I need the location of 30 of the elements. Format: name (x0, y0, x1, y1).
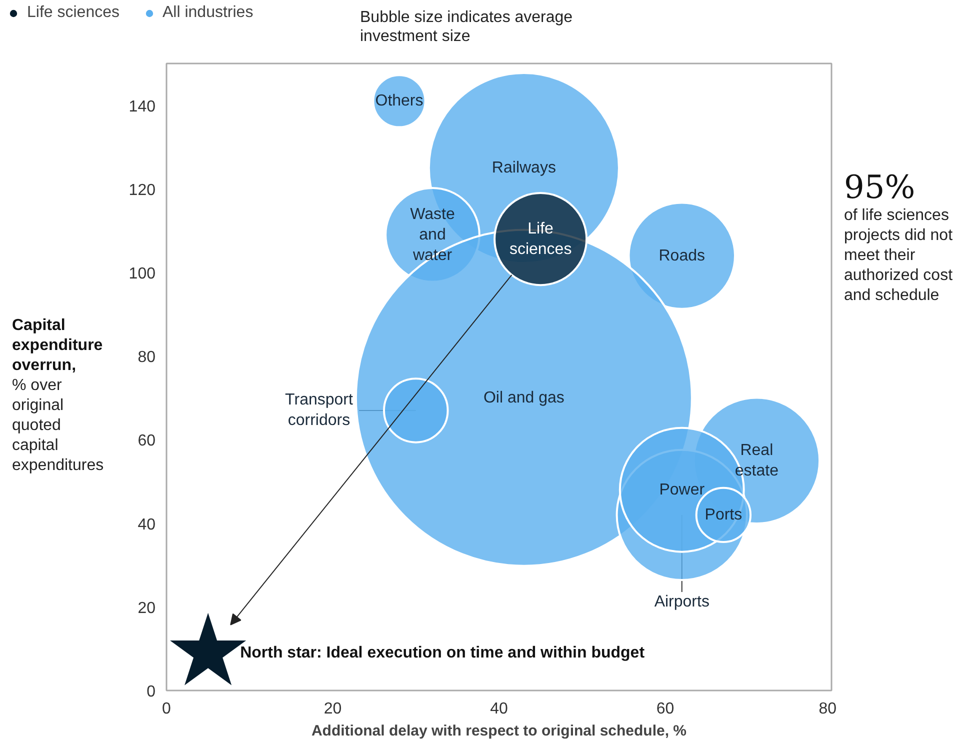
y-tick-label: 20 (138, 600, 156, 617)
y-tick-label: 40 (138, 516, 156, 534)
annotation: Oil and gas (483, 389, 564, 406)
legend-label: Life sciences (27, 4, 120, 22)
x-tick-label: 40 (490, 700, 508, 718)
annotation: Power (659, 481, 706, 498)
x-tick-label: 60 (656, 700, 674, 718)
annotation: Railways (492, 160, 556, 176)
annotation: Roads (658, 247, 705, 264)
annotation: North star: Ideal execution on time and within budget (240, 644, 646, 662)
y-tick-label: 80 (138, 349, 156, 366)
y-tick-label: 120 (128, 182, 156, 199)
y-axis-title: Capital expenditure overrun, % over original quoted capital expenditures (11, 316, 105, 476)
x-tick-label: 80 (818, 700, 837, 718)
annotation: Airports (654, 594, 710, 611)
annotation: Life sciences (509, 220, 572, 258)
text: Bubble size indicates average investment size (359, 8, 574, 46)
y-tick-label: 140 (128, 98, 156, 116)
legend-label: All industries (162, 4, 254, 22)
x-tick-label: 0 (162, 700, 172, 718)
text: 95% (844, 168, 916, 206)
annotation: Ports (704, 506, 742, 524)
text: of life sciences projects did not meet their authorized cost and schedule (844, 206, 954, 306)
annotation: Transport corridors (285, 392, 354, 430)
x-tick-label: 20 (324, 700, 342, 718)
y-tick-label: 60 (138, 432, 156, 450)
x-axis-title: Additional delay with respect to original schedule, % (311, 722, 687, 740)
y-tick-label: 0 (146, 684, 156, 700)
annotation: Others (375, 92, 424, 110)
y-tick-label: 100 (128, 266, 156, 282)
